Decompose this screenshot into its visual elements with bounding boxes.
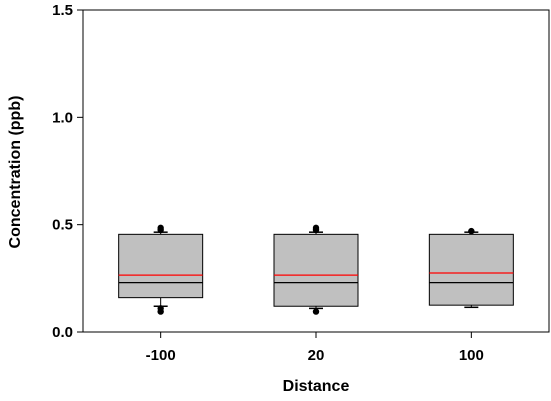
y-axis-title: Concentration (ppb) bbox=[7, 96, 24, 249]
plot-area: 0.0 0.5 1.0 1.5 -100 20 100 bbox=[52, 2, 550, 364]
x-tick-label: 100 bbox=[459, 347, 484, 364]
outlier-point bbox=[157, 224, 164, 232]
x-tick-label: 20 bbox=[308, 347, 325, 364]
x-tick-label: -100 bbox=[146, 347, 176, 364]
outlier-point bbox=[312, 308, 320, 315]
box-20 bbox=[273, 233, 359, 307]
outlier-point bbox=[468, 227, 475, 235]
x-axis-title: Distance bbox=[283, 378, 350, 395]
box--100 bbox=[118, 233, 204, 299]
y-tick-label: 0.5 bbox=[52, 217, 73, 234]
outlier-point bbox=[157, 305, 164, 312]
y-tick-label: 1.5 bbox=[52, 2, 73, 19]
y-tick-label: 0.0 bbox=[52, 324, 73, 341]
y-tick-label: 1.0 bbox=[52, 109, 73, 126]
outlier-point bbox=[312, 224, 320, 232]
box-100 bbox=[428, 233, 514, 306]
